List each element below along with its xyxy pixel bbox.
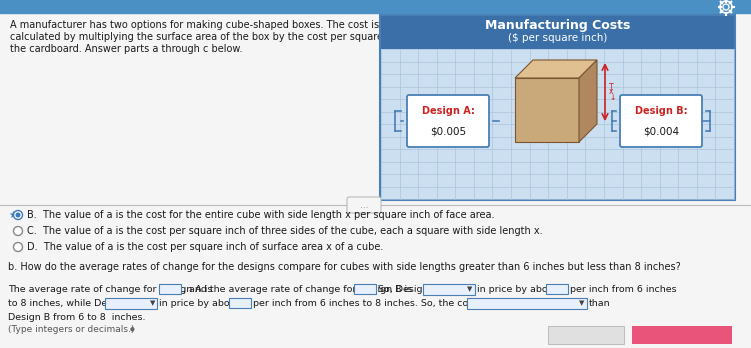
Bar (0, 0, 751, 13)
Text: ▼: ▼ (579, 300, 584, 306)
Text: (Type integers or decimals.): (Type integers or decimals.) (8, 324, 134, 333)
Text: ($ per square inch): ($ per square inch) (508, 33, 608, 43)
Text: ▼: ▼ (149, 300, 155, 306)
Circle shape (14, 211, 23, 220)
Bar (381, 16, 734, 49)
Text: ...: ... (360, 200, 368, 209)
Text: to 8 inches, while Design B: to 8 inches, while Design B (8, 299, 136, 308)
Text: ↓: ↓ (609, 93, 615, 102)
Bar (228, 298, 251, 308)
Text: per inch from 6 inches to 8 inches. So, the cost of Design A: per inch from 6 inches to 8 inches. So, … (252, 299, 534, 308)
Circle shape (14, 227, 23, 236)
Bar (423, 284, 475, 294)
Text: ●: ● (130, 326, 134, 332)
Bar (467, 298, 587, 308)
Bar (548, 326, 624, 344)
Polygon shape (515, 60, 597, 78)
Bar (546, 284, 568, 294)
Text: A manufacturer has two options for making cube-shaped boxes. The cost is: A manufacturer has two options for makin… (10, 20, 379, 30)
Text: x: x (609, 87, 614, 96)
Bar (381, 49, 734, 199)
Text: Manufacturing Costs: Manufacturing Costs (485, 18, 630, 32)
Text: ★: ★ (8, 210, 17, 220)
FancyBboxPatch shape (347, 197, 381, 213)
Bar (158, 284, 180, 294)
Text: Design A:: Design A: (421, 106, 475, 116)
Bar (105, 298, 158, 308)
Text: per inch from 6 inches: per inch from 6 inches (570, 285, 677, 293)
Text: The average rate of change for Design A is: The average rate of change for Design A … (8, 285, 213, 293)
Text: , and the average rate of change for Design B is: , and the average rate of change for Des… (182, 285, 412, 293)
Text: ▼: ▼ (467, 286, 472, 292)
Text: in price by about $: in price by about $ (159, 299, 249, 308)
Text: the cardboard. Answer parts a through c below.: the cardboard. Answer parts a through c … (10, 44, 243, 54)
Text: T: T (609, 82, 614, 92)
Bar (380, 15, 735, 200)
Text: D.  The value of a is the cost per square inch of surface area x of a cube.: D. The value of a is the cost per square… (27, 242, 383, 252)
Bar (632, 326, 732, 344)
Polygon shape (579, 60, 597, 142)
Polygon shape (515, 78, 579, 142)
Text: calculated by multiplying the surface area of the box by the cost per square inc: calculated by multiplying the surface ar… (10, 32, 419, 42)
Text: $0.004: $0.004 (643, 126, 679, 136)
Text: C.  The value of a is the cost per square inch of three sides of the cube, each : C. The value of a is the cost per square… (27, 226, 543, 236)
Circle shape (16, 213, 20, 218)
Text: Design B:: Design B: (635, 106, 687, 116)
Bar (354, 284, 376, 294)
FancyBboxPatch shape (407, 95, 489, 147)
Text: So, Design A: So, Design A (379, 285, 439, 293)
Circle shape (14, 243, 23, 252)
Text: b. How do the average rates of change for the designs compare for cubes with sid: b. How do the average rates of change fo… (8, 262, 680, 272)
FancyBboxPatch shape (620, 95, 702, 147)
Text: B.  The value of a is the cost for the entire cube with side length x per square: B. The value of a is the cost for the en… (27, 210, 494, 220)
Text: $0.005: $0.005 (430, 126, 466, 136)
Text: in price by about $: in price by about $ (477, 285, 566, 293)
Text: Design B from 6 to 8  inches.: Design B from 6 to 8 inches. (8, 313, 146, 322)
Text: than: than (589, 299, 611, 308)
